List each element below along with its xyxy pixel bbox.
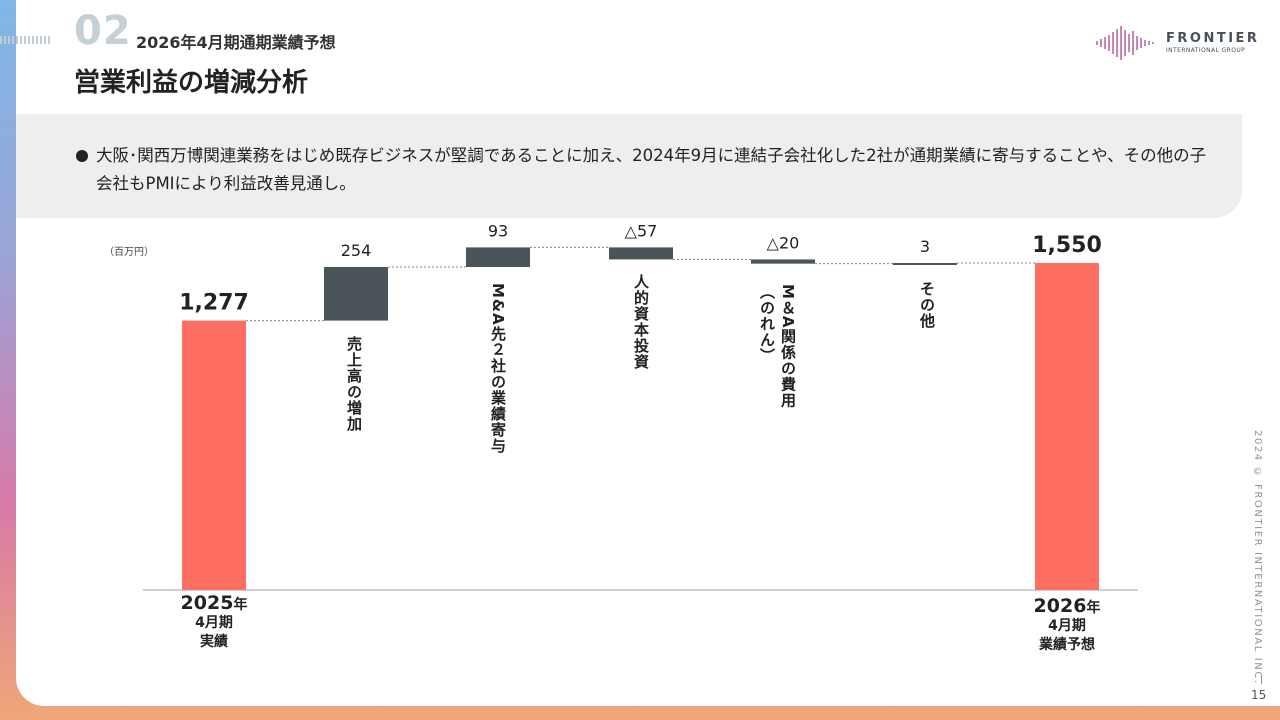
start-year: 2025 xyxy=(180,592,234,614)
data-label: 1,550 xyxy=(1032,233,1102,258)
bullet-icon xyxy=(76,150,88,162)
delta-bar xyxy=(324,267,388,321)
data-label: △57 xyxy=(625,221,658,240)
delta-bar xyxy=(609,247,673,260)
section-title: 2026年4月期通期業績予想 xyxy=(136,33,336,52)
end-kind: 業績予想 xyxy=(1039,637,1095,653)
step-label-human-capital: 人的資本投資 xyxy=(632,274,650,370)
data-label: 3 xyxy=(920,237,930,256)
step-label-ma-contribution: M&A先２社の業績寄与 xyxy=(489,283,507,454)
data-label: 1,277 xyxy=(179,291,249,316)
page-number: 15 xyxy=(1251,688,1267,702)
logo-subtitle: INTERNATIONAL GROUP xyxy=(1166,47,1246,54)
end-year: 2026 xyxy=(1033,595,1087,617)
total-bar xyxy=(1035,263,1099,590)
end-bar-label: 2026年 4月期 業績予想 xyxy=(1011,595,1123,655)
soundwave-logo-icon xyxy=(1096,26,1154,60)
logo-wordmark: FRONTIER xyxy=(1166,31,1260,46)
start-period: 4月期 xyxy=(195,615,233,631)
step-label-ma-expenses: M＆A関係の費用 xyxy=(779,284,797,409)
chart-unit-label: （百万円） xyxy=(104,247,154,258)
step-label-goodwill: （のれん） xyxy=(758,284,776,364)
summary-text: 大阪･関西万博関連業務をはじめ既存ビジネスが堅調であることに加え、2024年9月… xyxy=(96,146,1207,193)
step-label-sales-increase: 売上高の増加 xyxy=(345,336,363,432)
data-label: △20 xyxy=(767,233,800,252)
page-number-divider xyxy=(1261,675,1262,684)
start-year-suffix: 年 xyxy=(233,597,248,613)
company-logo: FRONTIER INTERNATIONAL GROUP xyxy=(1094,26,1264,60)
copyright: 2024 © FRONTIER INTERNATIONAL INC. xyxy=(1252,430,1263,685)
step-label-other: その他 xyxy=(918,281,936,329)
end-period: 4月期 xyxy=(1048,618,1086,634)
delta-bar xyxy=(466,247,530,268)
start-bar-label: 2025年 4月期 実績 xyxy=(159,592,269,652)
data-label: 93 xyxy=(488,221,508,240)
summary-box xyxy=(16,114,1242,218)
page-title: 営業利益の増減分析 xyxy=(74,68,309,98)
total-bar xyxy=(182,320,246,590)
start-kind: 実績 xyxy=(200,634,228,650)
delta-bar xyxy=(751,259,815,264)
end-year-suffix: 年 xyxy=(1086,600,1101,616)
delta-bar xyxy=(893,263,957,265)
decorative-stripe xyxy=(0,36,52,44)
section-number: 02 xyxy=(74,8,132,54)
data-label: 254 xyxy=(341,241,372,260)
